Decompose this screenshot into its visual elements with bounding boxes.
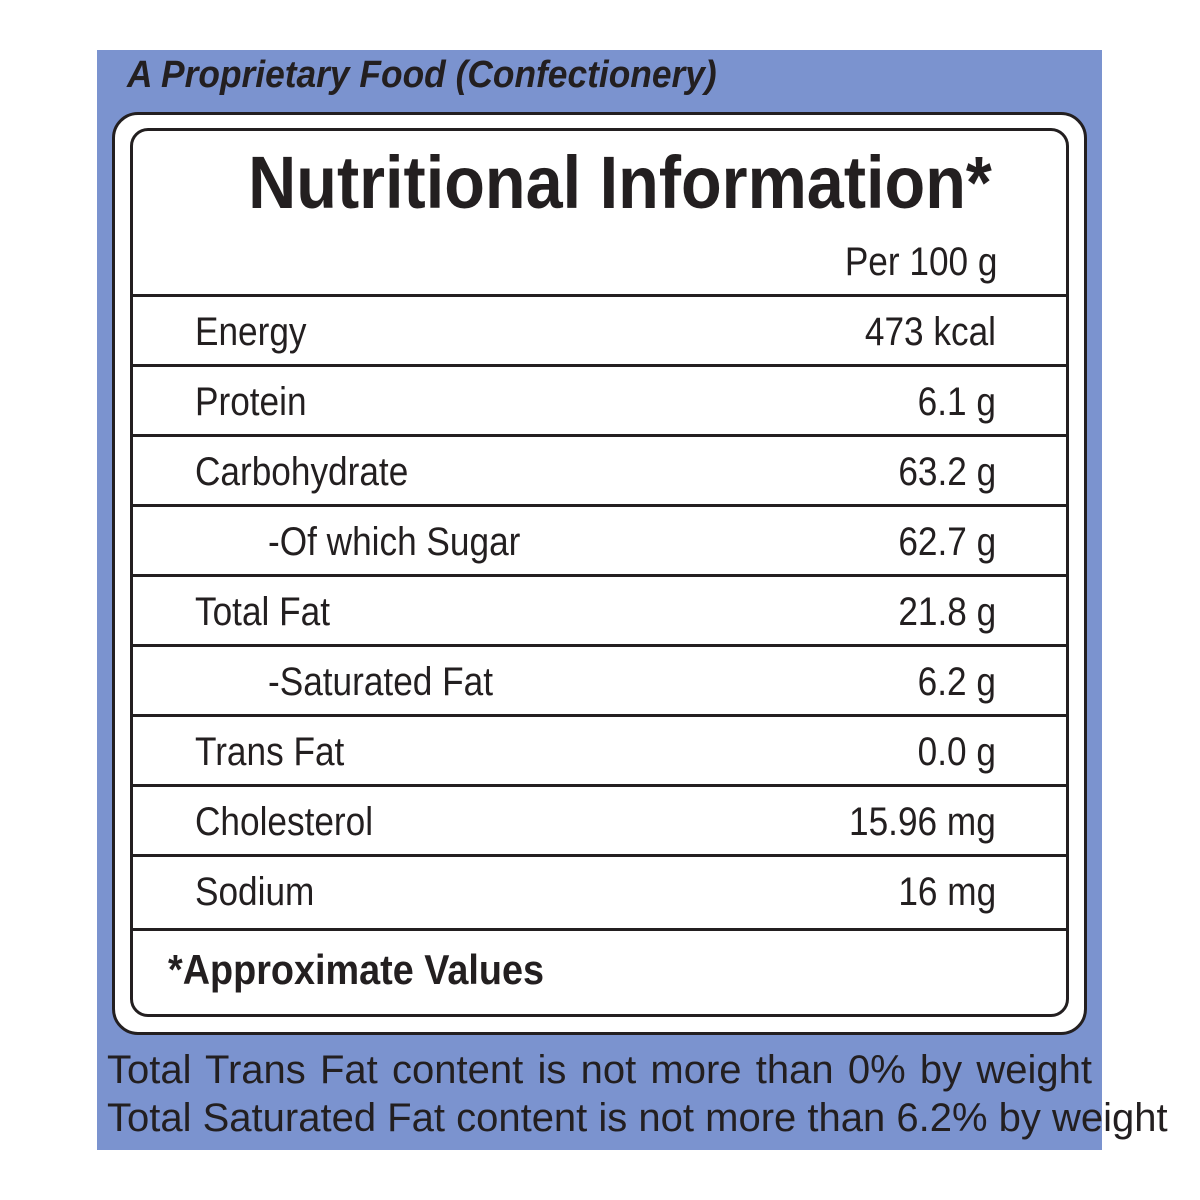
row: -Of which Sugar 62.7 g: [130, 504, 1069, 577]
product-type: A Proprietary Food (Confectionery): [127, 54, 717, 96]
footnote: *Approximate Values: [168, 946, 545, 993]
nutrient: Protein: [195, 380, 307, 424]
claim: Total Trans Fat content is not more than…: [107, 1048, 1092, 1092]
nutrient: Total Fat: [195, 590, 330, 634]
amount: 15.96 mg: [849, 800, 996, 844]
amount: 63.2 g: [898, 450, 996, 494]
nutrient: -Saturated Fat: [268, 660, 494, 704]
row: Cholesterol 15.96 mg: [130, 784, 1069, 857]
nutrient: Sodium: [195, 870, 315, 914]
amount: 473 kcal: [864, 310, 996, 354]
row: Carbohydrate 63.2 g: [130, 434, 1069, 507]
amount: 0.0 g: [917, 730, 996, 774]
nutrient: Energy: [195, 310, 307, 354]
nutrient: Trans Fat: [195, 730, 345, 774]
table-title: Nutritional Information*: [248, 141, 992, 224]
nutrient: Carbohydrate: [195, 450, 409, 494]
row: Trans Fat 0.0 g: [130, 714, 1069, 787]
amount: 62.7 g: [898, 520, 996, 564]
nutrient: -Of which Sugar: [268, 520, 521, 564]
amount: 16 mg: [898, 870, 996, 914]
inner-box: [130, 128, 1069, 1017]
row: Energy 473 kcal: [130, 294, 1069, 367]
row: Sodium 16 mg: [130, 854, 1069, 927]
claim: Total Saturated Fat content is not more …: [107, 1096, 1168, 1140]
divider: [130, 928, 1069, 931]
amount: 6.2 g: [917, 660, 996, 704]
amount: 6.1 g: [917, 380, 996, 424]
row: Total Fat 21.8 g: [130, 574, 1069, 647]
amount: 21.8 g: [898, 590, 996, 634]
row: Protein 6.1 g: [130, 364, 1069, 437]
nutrient: Cholesterol: [195, 800, 374, 844]
row: -Saturated Fat 6.2 g: [130, 644, 1069, 717]
basis: Per 100 g: [844, 240, 997, 284]
